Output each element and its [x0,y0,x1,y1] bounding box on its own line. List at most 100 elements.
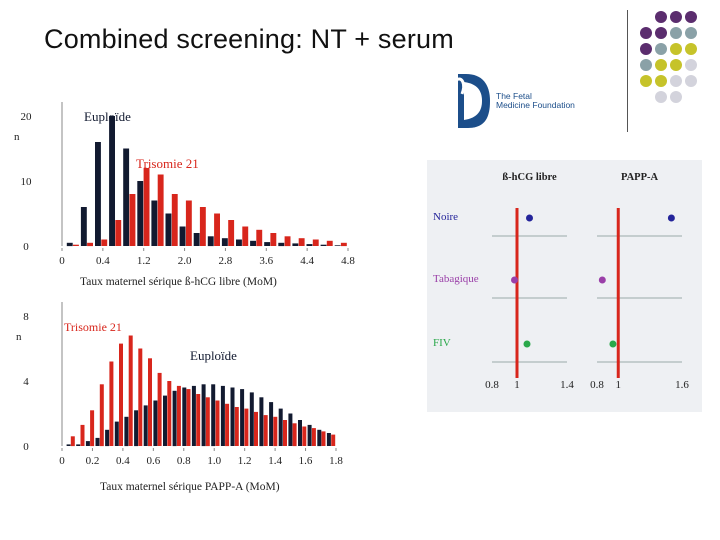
effect-point [511,276,518,284]
bar-t21 [138,348,143,446]
bar-euploid [66,444,71,446]
decor-dot [640,43,652,55]
bar-euploid [95,142,101,246]
bar-t21 [73,244,79,246]
bar-euploid [95,437,100,446]
bar-t21 [115,220,122,246]
y-tick-label: 4 [23,376,29,388]
bar-t21 [143,168,150,246]
logo-text: The Fetal Medicine Foundation [496,92,596,110]
bar-t21 [340,242,347,247]
bar-t21 [256,229,263,247]
decor-dot [655,75,667,87]
bar-euploid [179,226,186,246]
fmf-logo: The Fetal Medicine Foundation [452,70,602,132]
effects-x-tick-label: 1.6 [675,379,689,391]
bar-t21 [225,403,230,447]
bar-euploid [249,392,254,446]
effects-row-label: FIV [433,337,451,349]
pappa-xlabel: Taux maternel sérique PAPP-A (MoM) [100,481,280,493]
bar-euploid [151,200,158,246]
bar-t21 [283,420,287,446]
bar-euploid [182,387,187,446]
bar-euploid [307,424,312,446]
x-tick-label: 1.2 [137,255,151,267]
effects-x-tick-label: 1 [616,379,622,391]
decor-dot [685,27,697,39]
effects-panel-title: PAPP-A [621,172,659,183]
bar-t21 [263,415,268,446]
bar-euploid [317,429,322,447]
bar-t21 [234,407,239,446]
bar-euploid [124,416,129,447]
bar-euploid [80,207,87,246]
title-divider [627,10,628,132]
bar-t21 [326,240,333,246]
decor-dot [655,11,667,23]
bar-euploid [109,116,115,246]
decor-dot [685,11,697,23]
bar-t21 [254,411,258,446]
bar-t21 [185,200,192,246]
bar-euploid [105,429,110,447]
x-tick-label: 2.0 [178,255,192,267]
bar-euploid [278,242,285,247]
bar-t21 [90,410,95,447]
decor-dot [655,91,667,103]
effect-point [667,214,675,222]
x-tick-label: 1.6 [299,455,313,467]
bar-euploid [153,400,158,446]
decor-dot [685,43,697,55]
effect-point [526,214,533,222]
x-tick-label: 0 [59,255,65,267]
decor-dot [670,27,682,39]
bar-t21 [87,242,93,247]
bar-t21 [242,226,249,246]
bar-t21 [311,428,316,446]
bar-t21 [270,233,277,246]
decor-dot [670,75,682,87]
bar-t21 [292,423,297,447]
x-tick-label: 1.8 [329,455,343,467]
bar-euploid [240,389,245,446]
x-tick-label: 1.2 [238,455,252,467]
bar-t21 [176,385,181,446]
hcg-xlabel: Taux maternel sérique ß-hCG libre (MoM) [80,276,277,288]
bar-euploid [278,408,283,446]
bar-t21 [214,213,220,246]
bar-t21 [302,426,307,446]
bar-euploid [220,385,225,446]
bar-euploid [264,242,271,246]
bar-euploid [306,244,313,246]
bar-euploid [66,242,73,247]
bar-euploid [320,244,327,246]
decor-dot [670,11,682,23]
hcg-histogram: 0 10 20 0 0.4 1.2 2.0 2.8 3.6 4.4 4.8 Euploïde Tri… [14,102,355,288]
bar-euploid [76,444,81,446]
logo-line-1: The Fetal [496,91,532,101]
decor-dot [670,91,682,103]
logo-line-2: Medicine Foundation [496,100,575,110]
bar-t21 [128,335,133,446]
effects-x-tick-label: 1 [514,379,520,391]
x-tick-label: 0.8 [177,455,191,467]
pappa-legend-euploid: Euploïde [190,348,237,363]
bar-t21 [196,394,201,446]
bar-euploid [123,148,130,246]
decor-dot [655,59,667,71]
bar-euploid [269,402,274,446]
effects-x-tick-label: 1.4 [560,379,574,391]
hcg-ylabel: n [14,131,20,143]
x-tick-label: 2.8 [219,255,233,267]
decorative-dot-grid [640,11,697,103]
x-tick-label: 4.4 [300,255,314,267]
hcg-legend-euploid: Euploïde [84,109,131,124]
decor-dot [655,43,667,55]
bar-euploid [298,420,302,446]
decor-dot [685,75,697,87]
bar-euploid [259,397,264,447]
bar-t21 [284,236,291,247]
bar-t21 [298,238,305,246]
y-tick-label: 0 [23,441,29,453]
bar-t21 [129,194,136,246]
